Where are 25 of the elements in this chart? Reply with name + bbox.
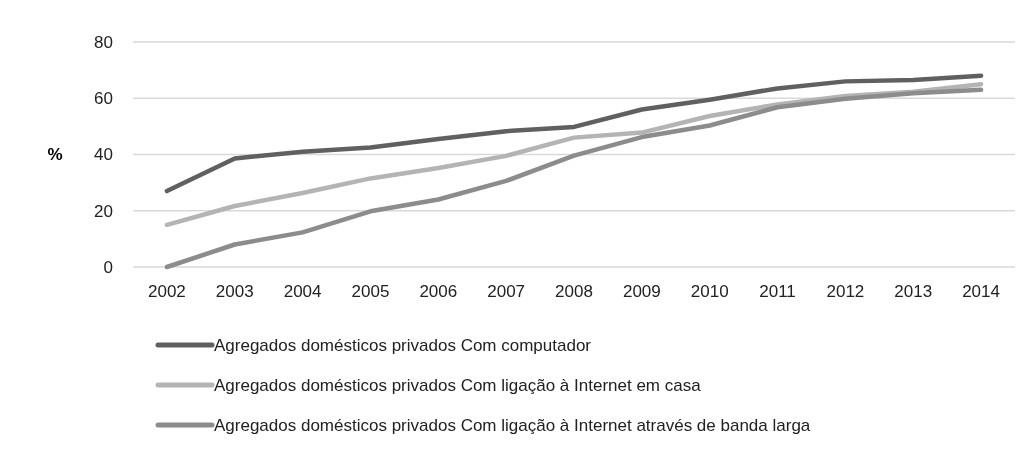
y-tick-label: 0 — [103, 257, 113, 277]
legend-label: Agregados domésticos privados Com ligação à Internet em casa — [214, 375, 702, 395]
legend-label: Agregados domésticos privados Com computador — [214, 335, 592, 355]
legend-label: Agregados domésticos privados Com ligação à Internet através de banda larga — [214, 415, 811, 435]
x-tick-label: 2002 — [148, 282, 186, 301]
x-tick-label: 2006 — [419, 282, 458, 301]
x-tick-label: 2008 — [555, 282, 593, 301]
x-tick-label: 2009 — [622, 282, 661, 301]
x-tick-label: 2013 — [894, 282, 933, 301]
line-series — [164, 87, 984, 270]
x-tick-label: 2003 — [215, 282, 254, 301]
x-tick-label: 2007 — [487, 282, 526, 301]
x-tick-label: 2005 — [351, 282, 390, 301]
y-tick-label: 80 — [94, 32, 113, 52]
line-series — [164, 73, 984, 194]
y-axis-title: % — [47, 145, 63, 165]
y-tick-label: 40 — [94, 145, 113, 165]
y-tick-label: 60 — [94, 89, 113, 109]
x-tick-label: 2014 — [962, 282, 1000, 301]
y-tick-label: 20 — [94, 201, 113, 221]
x-tick-label: 2010 — [690, 282, 729, 301]
x-tick-label: 2012 — [826, 282, 865, 301]
x-tick-label: 2004 — [283, 282, 322, 301]
line-series — [164, 81, 984, 228]
x-tick-label: 2011 — [759, 282, 796, 301]
